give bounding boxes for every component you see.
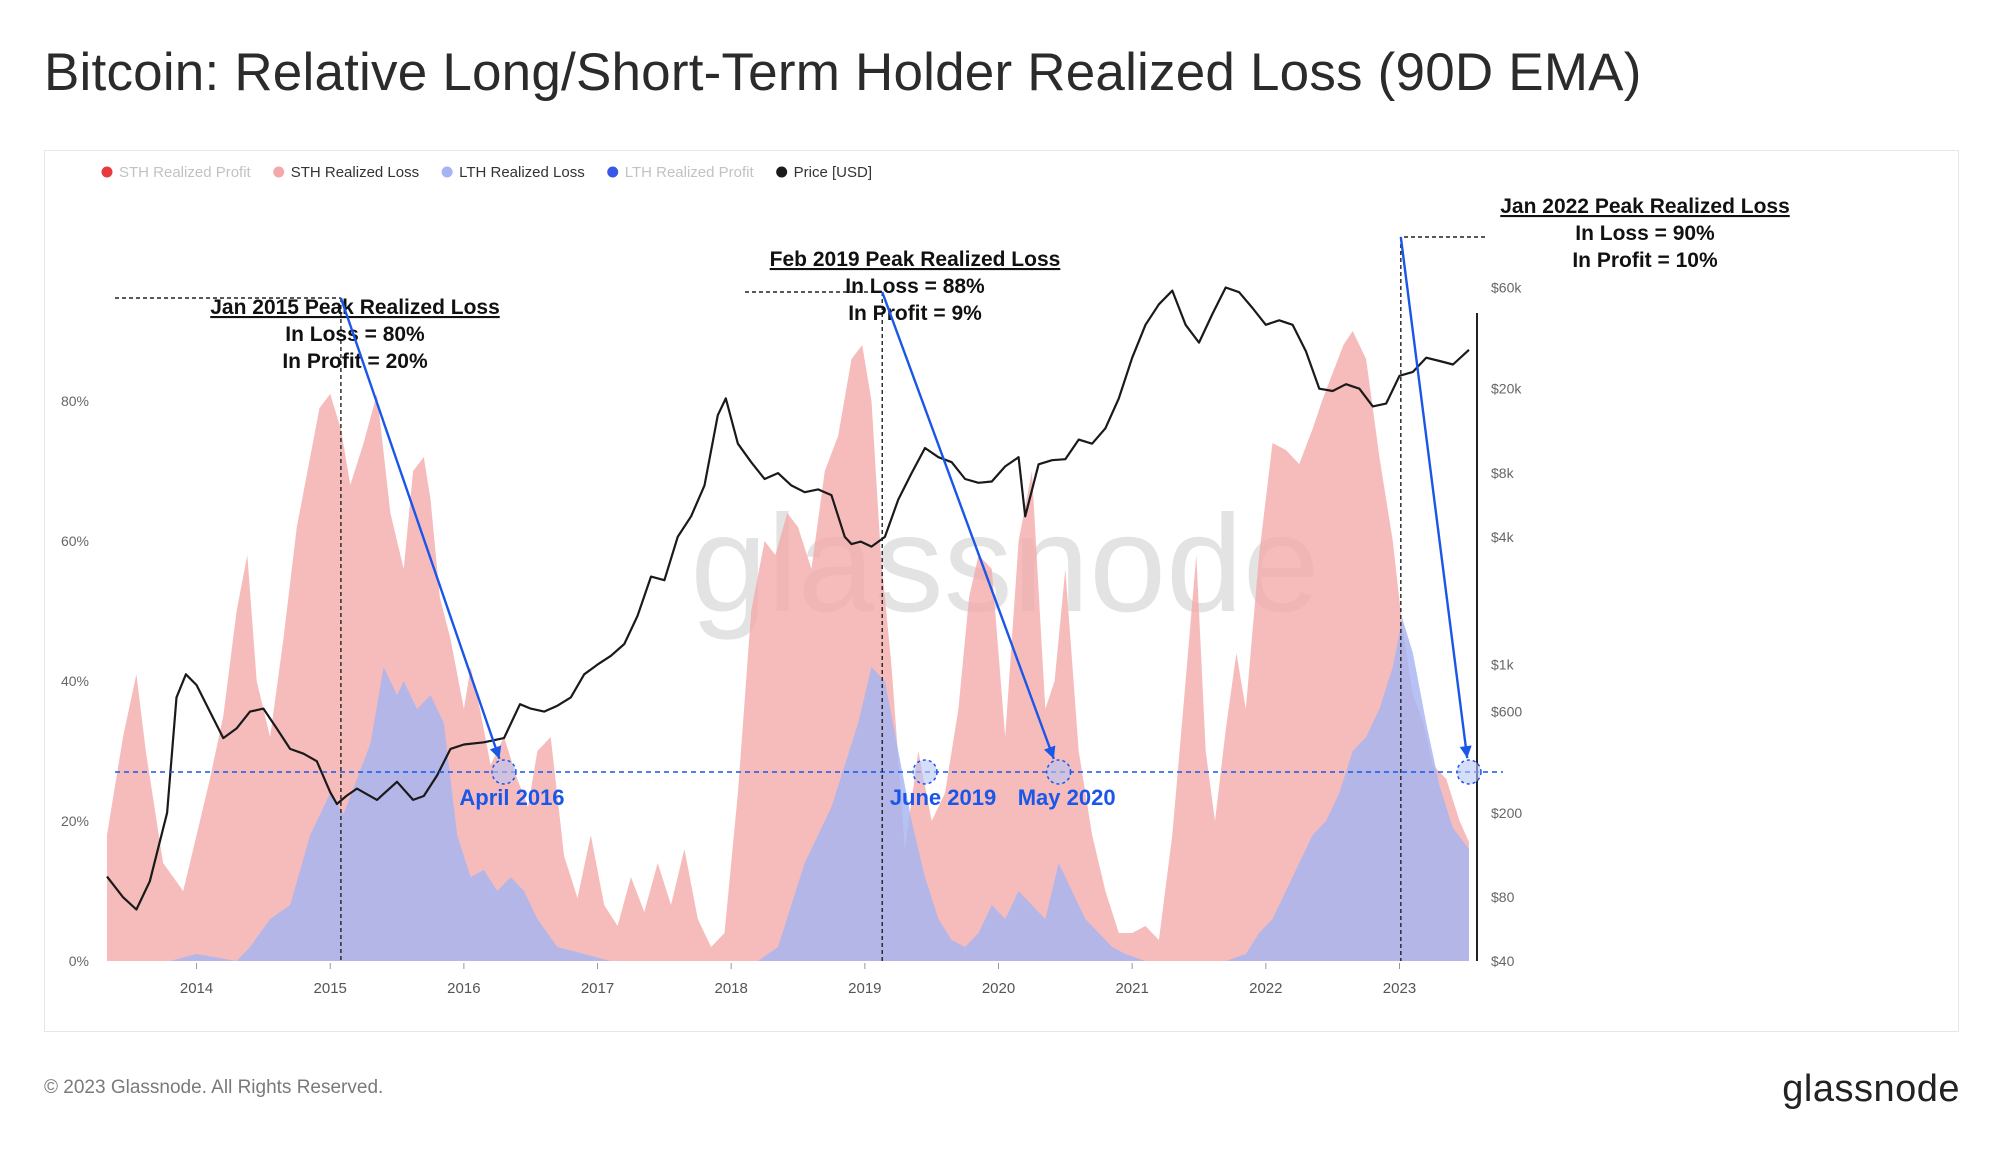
decline-arrow — [1399, 236, 1469, 759]
legend-label: LTH Realized Profit — [625, 164, 755, 181]
bottom-marker — [491, 759, 517, 785]
annotation-in-loss: In Loss = 88% — [845, 275, 985, 298]
decline-arrow — [339, 297, 501, 760]
axes-layer: 0% 20% 40% 60% 80% $40 $80 $200 $600 $1k $4k $8k $20… — [61, 279, 1522, 997]
annotation-in-loss: In Loss = 80% — [285, 323, 425, 346]
x-tick-label: 2016 — [447, 980, 480, 997]
y-left-tick-label: 80% — [61, 393, 89, 409]
legend-label: Price [USD] — [794, 164, 872, 181]
y-right-tick-label: $200 — [1491, 805, 1522, 821]
page-title: Bitcoin: Relative Long/Short-Term Holder… — [44, 43, 1642, 102]
legend-swatch — [273, 166, 285, 178]
series-lth-realized-loss — [107, 618, 1469, 961]
y-right-tick-label: $80 — [1491, 889, 1515, 905]
y-right-tick-label: $8k — [1491, 465, 1515, 481]
y-left-tick-label: 40% — [61, 673, 89, 689]
legend-swatch — [776, 166, 788, 178]
y-right-tick-label: $60k — [1491, 279, 1522, 295]
annotation-in-profit: In Profit = 9% — [848, 302, 982, 325]
y-left-tick-label: 0% — [69, 953, 89, 969]
bottom-label: June 2019 — [890, 785, 996, 810]
x-tick-label: 2020 — [982, 980, 1015, 997]
bottom-marker — [1456, 759, 1482, 785]
arrow-head — [1044, 745, 1056, 759]
y-left-tick-label: 20% — [61, 813, 89, 829]
x-tick-label: 2015 — [314, 980, 347, 997]
legend-label: STH Realized Profit — [119, 164, 252, 181]
price-layer — [106, 286, 1470, 911]
x-tick-label: 2022 — [1249, 980, 1282, 997]
legend-swatch — [607, 166, 619, 178]
legend-swatch — [441, 166, 453, 178]
y-right-tick-label: $600 — [1491, 704, 1522, 720]
copyright-text: © 2023 Glassnode. All Rights Reserved. — [44, 1077, 384, 1098]
annotations-layer: Jan 2015 Peak Realized Loss In Loss = 80%… — [115, 195, 1790, 961]
annotation-title: Jan 2022 Peak Realized Loss — [1500, 195, 1790, 218]
legend[interactable]: STH Realized Profit STH Realized Loss LTH … — [101, 164, 873, 181]
legend-label: LTH Realized Loss — [459, 164, 585, 181]
bottom-label: April 2016 — [459, 785, 564, 810]
y-right-tick-label: $4k — [1491, 529, 1515, 545]
annotation-in-profit: In Profit = 20% — [282, 350, 428, 373]
legend-swatch — [101, 166, 113, 178]
brand-logo[interactable]: glassnode — [1782, 1068, 1960, 1110]
y-right-tick-label: $20k — [1491, 381, 1522, 397]
y-right-tick-label: $40 — [1491, 953, 1515, 969]
annotation-in-profit: In Profit = 10% — [1572, 249, 1718, 272]
bottom-marker — [1045, 759, 1072, 785]
x-tick-label: 2017 — [581, 980, 614, 997]
chart-panel: glassnode 0% 20% 40% 60% 80% $40 $80 $200 $600 $1… — [44, 150, 1959, 1032]
legend-item[interactable]: STH Realized Loss — [273, 164, 419, 181]
decline-arrow — [881, 291, 1055, 760]
annotation-title: Jan 2015 Peak Realized Loss — [210, 296, 500, 319]
x-tick-label: 2018 — [715, 980, 748, 997]
areas-layer — [107, 331, 1469, 961]
legend-item[interactable]: LTH Realized Loss — [441, 164, 585, 181]
bottom-label: May 2020 — [1018, 785, 1116, 810]
legend-item[interactable]: LTH Realized Profit — [607, 164, 755, 181]
arrow-head — [489, 745, 502, 759]
chart-svg[interactable]: glassnode 0%20%40%60%80%$40$80$200$600$1… — [45, 151, 1958, 1031]
legend-label: STH Realized Loss — [291, 164, 419, 181]
x-tick-label: 2019 — [848, 980, 881, 997]
x-tick-label: 2014 — [180, 980, 213, 997]
series-price-usd — [106, 286, 1470, 911]
y-left-tick-label: 60% — [61, 533, 89, 549]
arrow-head — [1459, 745, 1472, 759]
x-tick-label: 2023 — [1383, 980, 1416, 997]
y-right-tick-label: $1k — [1491, 657, 1515, 673]
legend-item[interactable]: Price [USD] — [776, 164, 872, 181]
annotation-title: Feb 2019 Peak Realized Loss — [770, 248, 1061, 271]
annotation-in-loss: In Loss = 90% — [1575, 222, 1715, 245]
x-tick-label: 2021 — [1115, 980, 1148, 997]
legend-item[interactable]: STH Realized Profit — [101, 164, 252, 181]
bottom-marker — [912, 759, 938, 785]
